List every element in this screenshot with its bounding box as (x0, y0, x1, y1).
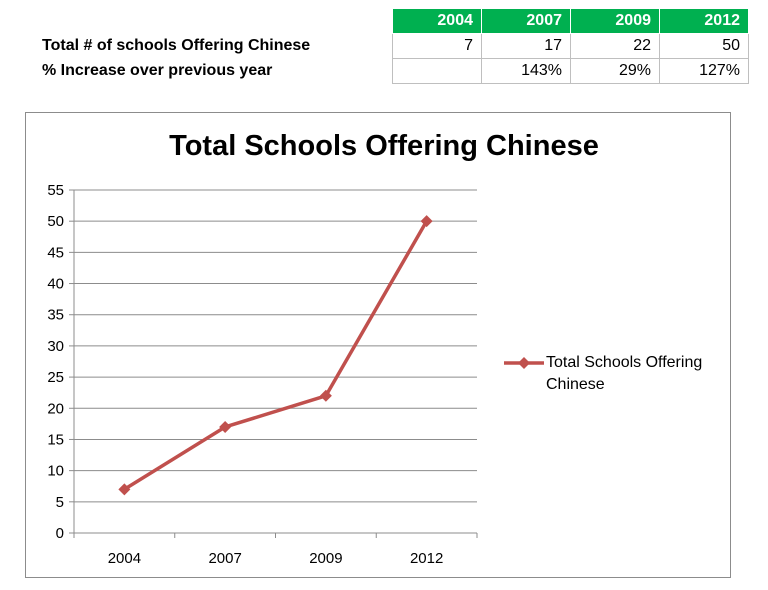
y-tick-label: 10 (47, 463, 64, 480)
table-cell: 7 (392, 33, 482, 59)
y-tick-label: 45 (47, 244, 64, 261)
table-cell: 50 (659, 33, 749, 59)
chart-title: Total Schools Offering Chinese (169, 130, 599, 162)
x-tick-label: 2012 (410, 550, 443, 567)
table-row: Total # of schools Offering Chinese 7 17… (28, 33, 749, 59)
x-tick-label: 2009 (309, 550, 342, 567)
y-tick-label: 55 (47, 182, 64, 199)
table-cell: 127% (659, 58, 749, 84)
x-tick-label: 2007 (208, 550, 241, 567)
data-point (219, 420, 232, 433)
y-tick-label: 35 (47, 307, 64, 324)
header-2004: 2004 (392, 8, 482, 34)
table-cell: 17 (481, 33, 571, 59)
y-tick-label: 40 (47, 276, 64, 293)
y-tick-label: 5 (56, 494, 64, 511)
y-tick-label: 15 (47, 431, 64, 448)
data-point (319, 389, 332, 402)
row-label: Total # of schools Offering Chinese (42, 37, 311, 54)
data-point (118, 483, 131, 496)
y-tick-label: 25 (47, 369, 64, 386)
series-line (123, 220, 429, 491)
y-tick-label: 30 (47, 338, 64, 355)
table-cell (392, 58, 482, 84)
table-cell: 29% (570, 58, 660, 84)
x-tick-label: 2004 (108, 550, 141, 567)
y-tick-label: 0 (56, 525, 64, 542)
table-cell: 143% (481, 58, 571, 84)
header-2012: 2012 (659, 8, 749, 34)
legend-label: Total Schools Offering Chinese (546, 354, 703, 393)
data-table: 2004 2007 2009 2012 Total # of schools O… (28, 8, 749, 84)
y-tick-label: 50 (47, 213, 64, 230)
data-point (420, 215, 433, 228)
row-label: % Increase over previous year (42, 62, 273, 79)
chart-frame (25, 112, 731, 578)
table-row: % Increase over previous year 143% 29% 1… (28, 58, 749, 84)
y-tick-label: 20 (47, 400, 64, 417)
legend-marker (518, 357, 530, 369)
table-header-row: 2004 2007 2009 2012 (28, 8, 749, 34)
